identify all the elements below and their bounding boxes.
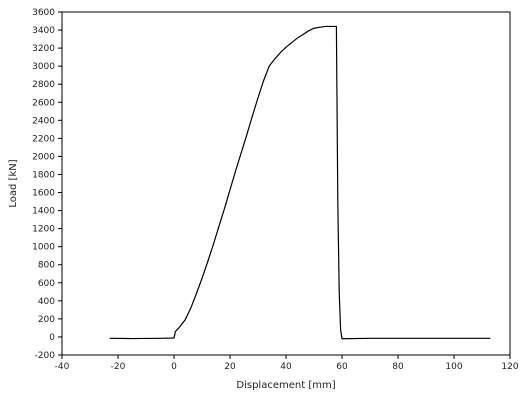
- y-axis-title: Load [kN]: [8, 159, 19, 207]
- y-axis-ticks: -200 0 200 400 600 800 1000 1200 1400 1600 1800 200…: [32, 8, 62, 361]
- y-tick-label: -200: [35, 351, 56, 361]
- y-tick-label: 2200: [32, 134, 55, 144]
- y-tick-label: 800: [38, 261, 55, 271]
- y-tick-label: 2600: [32, 98, 55, 108]
- x-tick-label: 100: [445, 362, 462, 372]
- y-tick-label: 3200: [32, 44, 55, 54]
- y-tick-label: 2400: [32, 116, 55, 126]
- x-tick-label: 0: [171, 362, 177, 372]
- x-tick-label: -20: [111, 362, 126, 372]
- y-tick-label: 1000: [32, 243, 55, 253]
- x-axis-title: Displacement [mm]: [236, 380, 335, 391]
- x-tick-label: 40: [280, 362, 292, 372]
- y-tick-label: 3000: [32, 62, 55, 72]
- y-tick-label: 1600: [32, 189, 55, 199]
- x-tick-label: 120: [501, 362, 518, 372]
- y-tick-label: 2000: [32, 152, 55, 162]
- plot-frame: [61, 11, 511, 356]
- y-tick-label: 1400: [32, 207, 55, 217]
- y-tick-label: 3400: [32, 26, 55, 36]
- x-tick-label: 60: [336, 362, 348, 372]
- y-tick-label: 400: [38, 297, 55, 307]
- y-tick-label: 1800: [32, 170, 55, 180]
- x-axis-ticks: -40 -20 0 20 40 60 80 100 120: [55, 355, 519, 372]
- series-line: [109, 25, 491, 340]
- x-tick-label: -40: [55, 362, 70, 372]
- x-tick-label: 80: [392, 362, 404, 372]
- y-tick-label: 3600: [32, 8, 55, 18]
- x-tick-label: 20: [224, 362, 236, 372]
- y-tick-label: 2800: [32, 80, 55, 90]
- y-tick-label: 0: [49, 333, 55, 343]
- y-tick-label: 600: [38, 279, 55, 289]
- y-tick-label: 1200: [32, 225, 55, 235]
- y-tick-label: 200: [38, 315, 55, 325]
